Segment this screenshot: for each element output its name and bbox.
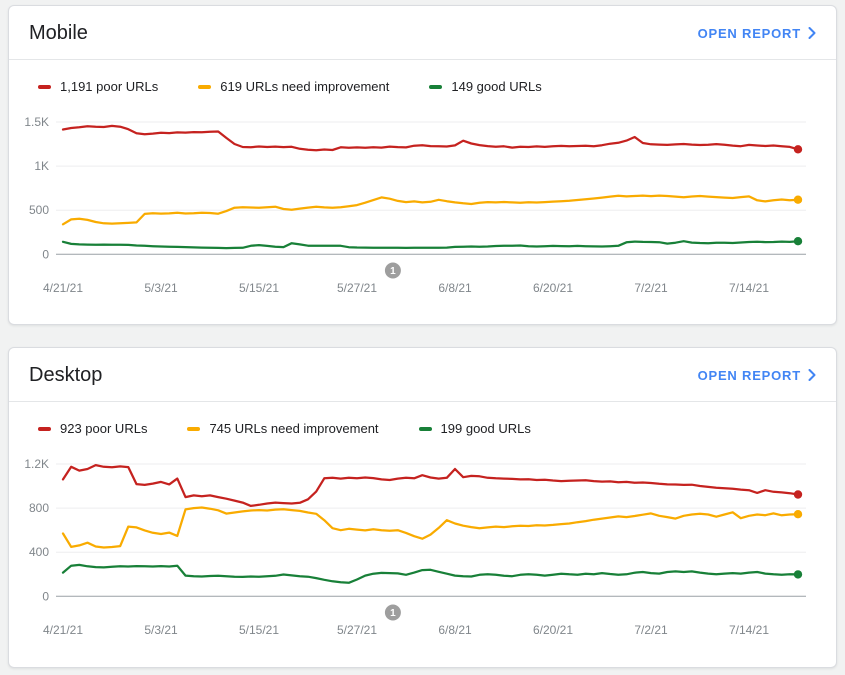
series-line-poor-urls [61, 463, 800, 508]
desktop-line-chart[interactable]: 0 400 800 1.2K 4/21/21 5/3/21 5/15/21 5/27/21 6/… [9, 442, 838, 647]
mobile-card: Mobile OPEN REPORT 1,191 poor URLs 619 U… [8, 5, 837, 325]
x-axis-label: 6/8/21 [438, 281, 472, 295]
legend-label-good: 149 good URLs [451, 79, 542, 94]
needs-improvement-series-swatch [187, 426, 201, 431]
legend-item-good: 199 good URLs [418, 421, 531, 436]
legend-item-poor: 1,191 poor URLs [38, 79, 158, 94]
good-series-swatch [429, 84, 443, 89]
annotation-marker[interactable]: 1 [384, 604, 401, 621]
good-series-swatch [418, 426, 432, 431]
legend-item-good: 149 good URLs [429, 79, 542, 94]
legend-label-poor: 1,191 poor URLs [60, 79, 159, 94]
series-end-dot [793, 490, 803, 499]
desktop-card: Desktop OPEN REPORT 923 poor URLs 745 UR… [8, 347, 837, 668]
card-title-mobile: Mobile [29, 22, 88, 44]
x-axis-label: 6/8/21 [438, 623, 472, 637]
series-line-good-urls [61, 563, 800, 584]
x-axis-label: 5/15/21 [239, 623, 279, 637]
series-end-dot [793, 510, 803, 519]
x-axis-label: 4/21/21 [43, 623, 83, 637]
series-end-dot [793, 237, 803, 246]
annotation-marker[interactable]: 1 [384, 262, 401, 279]
chevron-right-icon [808, 27, 816, 39]
series-line-poor-urls [61, 124, 800, 152]
series-end-dot [793, 570, 803, 579]
mobile-card-header: Mobile OPEN REPORT [9, 6, 836, 60]
x-axis-label: 5/3/21 [144, 623, 178, 637]
x-axis-label: 7/2/21 [634, 623, 668, 637]
x-axis-label: 6/20/21 [533, 623, 573, 637]
legend-item-needs-improvement: 619 URLs need improvement [198, 79, 389, 94]
card-title-desktop: Desktop [29, 364, 103, 386]
series-line-urls-need-improvement [61, 506, 800, 549]
series-end-dot [793, 145, 803, 154]
x-axis-label: 6/20/21 [533, 281, 573, 295]
desktop-chart-canvas[interactable]: 0 400 800 1.2K 4/21/21 5/3/21 5/15/21 5/27/21 6/… [9, 442, 838, 647]
legend-mobile: 1,191 poor URLs 619 URLs need improvemen… [9, 60, 836, 94]
x-axis-label: 7/14/21 [729, 281, 769, 295]
legend-label-needs-improvement: 619 URLs need improvement [220, 79, 390, 94]
poor-series-swatch [38, 84, 51, 89]
y-axis-label: 800 [29, 501, 49, 515]
needs-improvement-series-swatch [198, 84, 212, 89]
legend-label-good: 199 good URLs [440, 421, 531, 436]
x-axis-label: 5/27/21 [337, 281, 377, 295]
x-axis-label: 5/3/21 [144, 281, 178, 295]
mobile-chart-canvas[interactable]: 0 500 1K 1.5K 4/21/21 5/3/21 5/15/21 5/27/21 6/8… [9, 100, 838, 305]
x-axis-label: 5/15/21 [239, 281, 279, 295]
annotation-marker-number: 1 [390, 608, 396, 619]
open-report-link-desktop[interactable]: OPEN REPORT [698, 368, 816, 383]
series-end-dot [793, 195, 803, 204]
poor-series-swatch [38, 426, 51, 431]
desktop-card-header: Desktop OPEN REPORT [9, 348, 836, 402]
open-report-label: OPEN REPORT [697, 367, 801, 383]
y-axis-label: 1.2K [24, 457, 49, 471]
legend-item-poor: 923 poor URLs [38, 421, 147, 436]
annotation-marker-circle [384, 262, 401, 279]
legend-item-needs-improvement: 745 URLs need improvement [187, 421, 379, 436]
legend-label-poor: 923 poor URLs [60, 421, 148, 436]
x-axis-label: 4/21/21 [43, 281, 83, 295]
x-axis-label: 7/14/21 [729, 623, 769, 637]
mobile-line-chart[interactable]: 0 500 1K 1.5K 4/21/21 5/3/21 5/15/21 5/27/21 6/8… [9, 100, 838, 305]
chevron-right-icon [808, 369, 816, 381]
annotation-marker-number: 1 [390, 266, 396, 277]
legend-desktop: 923 poor URLs 745 URLs need improvement … [9, 402, 836, 436]
y-axis-label: 500 [29, 203, 49, 217]
y-axis-label: 0 [42, 247, 49, 261]
y-axis-label: 0 [42, 589, 49, 603]
legend-label-needs-improvement: 745 URLs need improvement [209, 421, 379, 436]
open-report-link-mobile[interactable]: OPEN REPORT [698, 26, 816, 41]
series-line-good-urls [61, 240, 800, 250]
x-axis-label: 7/2/21 [634, 281, 668, 295]
y-axis-label: 1.5K [24, 115, 49, 129]
series-line-urls-need-improvement [61, 194, 800, 226]
open-report-label: OPEN REPORT [697, 25, 801, 41]
y-axis-label: 1K [34, 159, 49, 173]
annotation-marker-circle [384, 604, 401, 621]
y-axis-label: 400 [29, 545, 49, 559]
x-axis-label: 5/27/21 [337, 623, 377, 637]
